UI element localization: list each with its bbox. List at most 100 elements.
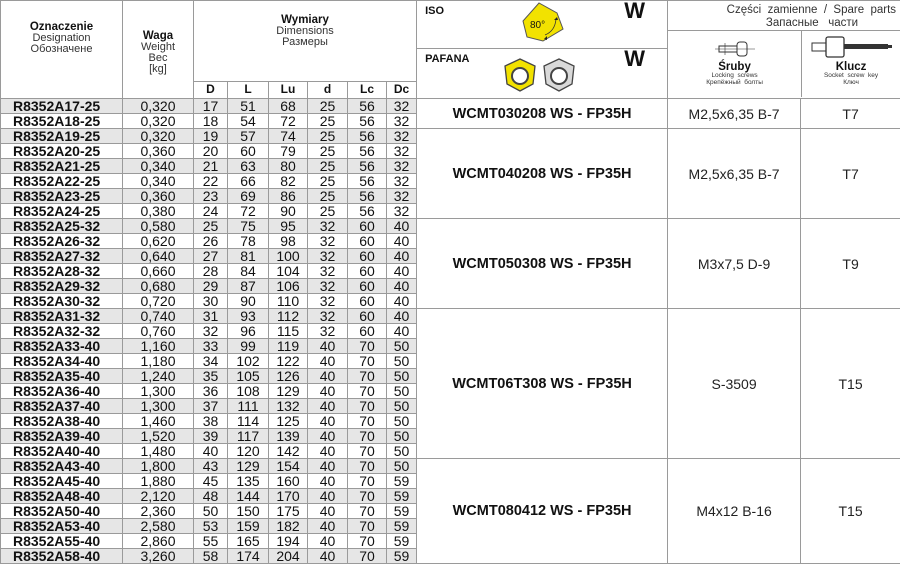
- weight-cell: 1,520: [122, 428, 194, 444]
- dimension-cell: 40: [307, 353, 348, 369]
- dimension-cell: 32: [385, 158, 418, 174]
- dim-col-header-d-small: d: [307, 80, 348, 100]
- table-row: R8352A28-32 0,660 28 84 104 32 60 40: [0, 263, 900, 279]
- weight-cell: 1,300: [122, 383, 194, 399]
- dimension-cell: 53: [193, 518, 228, 534]
- designation-cell: R8352A48-40: [0, 488, 123, 504]
- table-row: R8352A29-32 0,680 29 87 106 32 60 40: [0, 278, 900, 294]
- dimension-cell: 69: [227, 188, 269, 204]
- dimension-cell: 132: [268, 398, 308, 414]
- dimension-cell: 32: [307, 248, 348, 264]
- screw-cell: M2,5x6,35 B-7: [667, 128, 802, 219]
- dimension-cell: 22: [193, 173, 228, 189]
- dimension-cell: 25: [307, 188, 348, 204]
- iso-section: ISO 80° W: [417, 0, 667, 49]
- dimension-cell: 79: [268, 143, 308, 159]
- dimension-cell: 40: [307, 443, 348, 459]
- iso-label: ISO: [425, 5, 445, 17]
- iso-code: W: [624, 0, 646, 23]
- dimension-cell: 25: [307, 173, 348, 189]
- table-row: R8352A32-32 0,760 32 96 115 32 60 40: [0, 323, 900, 339]
- dimension-cell: 40: [307, 338, 348, 354]
- insert-header: ISO 80° W PAFANA: [416, 0, 669, 99]
- dimension-cell: 31: [193, 308, 228, 324]
- dimension-cell: 70: [347, 413, 387, 429]
- key-cell: T7: [800, 128, 900, 219]
- dimension-cell: 125: [268, 413, 308, 429]
- weight-cell: 1,300: [122, 398, 194, 414]
- dimension-cell: 56: [347, 158, 387, 174]
- dimension-cell: 70: [347, 398, 387, 414]
- dimension-cell: 34: [193, 353, 228, 369]
- table-row: R8352A23-25 0,360 23 69 86 25 56 32: [0, 188, 900, 204]
- svg-text:80°: 80°: [530, 20, 545, 31]
- dimension-cell: 32: [385, 113, 418, 129]
- dimension-cell: 96: [227, 323, 269, 339]
- table-row: R8352A37-40 1,300 37 111 132 40 70 50: [0, 398, 900, 414]
- screw-cell: M3x7,5 D-9: [667, 218, 802, 309]
- dimension-cell: 32: [307, 293, 348, 309]
- key-column-header: Klucz Socket screw key Ключ: [802, 31, 900, 97]
- dimension-cell: 70: [347, 518, 387, 534]
- weight-cell: 0,320: [122, 98, 194, 114]
- screw-cell: M4x12 B-16: [667, 458, 802, 564]
- table-row: R8352A17-25 0,320 17 51 68 25 56 32 WCMT030208 W…: [0, 98, 900, 129]
- dimension-cell: 204: [268, 548, 308, 564]
- dimension-cell: 93: [227, 308, 269, 324]
- weight-cell: 1,240: [122, 368, 194, 384]
- insert-cell: WCMT06T308 WS - FP35H: [416, 308, 669, 459]
- designation-cell: R8352A43-40: [0, 458, 123, 474]
- weight-cell: 0,360: [122, 143, 194, 159]
- table-row: R8352A38-40 1,460 38 114 125 40 70 50: [0, 413, 900, 429]
- insert-yellow-icon: [504, 58, 536, 92]
- dimension-cell: 32: [385, 173, 418, 189]
- table-row: R8352A22-25 0,340 22 66 82 25 56 32: [0, 173, 900, 189]
- designation-cell: R8352A29-32: [0, 278, 123, 294]
- screws-column-header: Śruby Locking screws Крепёжный болты: [669, 31, 803, 97]
- weight-cell: 1,880: [122, 473, 194, 489]
- dimension-cell: 56: [347, 173, 387, 189]
- dimension-cell: 72: [268, 113, 308, 129]
- dimension-cell: 20: [193, 143, 228, 159]
- dimensions-header: Wymiary Dimensions Размеры: [192, 0, 418, 82]
- dimension-cell: 32: [385, 203, 418, 219]
- designation-cell: R8352A28-32: [0, 263, 123, 279]
- table-row: R8352A31-32 0,740 31 93 112 32 60 40 WCMT06T308 …: [0, 308, 900, 459]
- dim-col-header-l: L: [227, 80, 269, 100]
- dimension-cell: 48: [193, 488, 228, 504]
- dimension-cell: 86: [268, 188, 308, 204]
- dimension-cell: 40: [385, 248, 418, 264]
- designation-cell: R8352A19-25: [0, 128, 123, 144]
- dimension-cell: 50: [385, 413, 418, 429]
- dimension-cell: 110: [268, 293, 308, 309]
- dimension-cell: 40: [307, 488, 348, 504]
- key-cell: T15: [800, 308, 900, 459]
- dimension-cell: 40: [307, 533, 348, 549]
- dimension-cell: 70: [347, 533, 387, 549]
- screw-cell: S-3509: [667, 308, 802, 459]
- designation-cell: R8352A53-40: [0, 518, 123, 534]
- dimension-cell: 35: [193, 368, 228, 384]
- dimension-cell: 40: [307, 428, 348, 444]
- dim-col-header-d: D: [193, 80, 228, 100]
- dimension-cell: 139: [268, 428, 308, 444]
- dimension-cell: 102: [227, 353, 269, 369]
- dimension-cell: 50: [385, 443, 418, 459]
- designation-cell: R8352A38-40: [0, 413, 123, 429]
- dimension-cell: 40: [307, 383, 348, 399]
- dimension-cell: 25: [307, 98, 348, 114]
- dimension-cell: 194: [268, 533, 308, 549]
- dimension-cell: 25: [307, 203, 348, 219]
- dimension-cell: 50: [193, 503, 228, 519]
- table-row: R8352A20-25 0,360 20 60 79 25 56 32: [0, 143, 900, 159]
- dimension-cell: 40: [307, 398, 348, 414]
- dimension-cell: 56: [347, 203, 387, 219]
- table-row: R8352A19-25 0,320 19 57 74 25 56 32 WCMT040208 W…: [0, 128, 900, 219]
- spare-parts-ru: Запасные части: [765, 17, 859, 29]
- dimension-cell: 26: [193, 233, 228, 249]
- dimension-cell: 63: [227, 158, 269, 174]
- dimension-cell: 56: [347, 113, 387, 129]
- weight-cell: 0,340: [122, 173, 194, 189]
- dimension-cell: 25: [307, 158, 348, 174]
- dimension-cell: 159: [227, 518, 269, 534]
